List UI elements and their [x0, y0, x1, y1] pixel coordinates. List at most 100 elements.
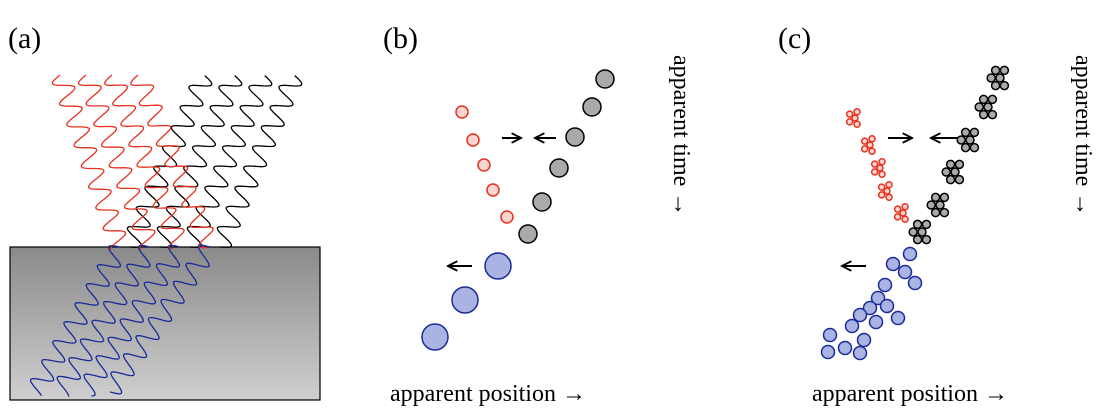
dot — [947, 160, 955, 168]
dot — [879, 184, 885, 190]
y-axis-label: apparent time → — [1070, 55, 1096, 216]
dot — [1000, 66, 1008, 74]
dot — [992, 66, 1000, 74]
dot — [955, 160, 963, 168]
dot — [869, 148, 875, 154]
dot — [854, 121, 860, 127]
dot — [596, 70, 614, 88]
dot — [879, 171, 885, 177]
dot — [879, 279, 892, 292]
dot — [886, 182, 892, 188]
dot — [847, 111, 853, 117]
y-axis-label: apparent time → — [668, 55, 694, 216]
dot — [914, 236, 922, 244]
wave — [79, 75, 155, 250]
dot — [957, 136, 965, 144]
dot — [932, 209, 940, 217]
dot — [895, 206, 901, 212]
dot — [583, 98, 601, 116]
figure: (a) (b) (c) apparent position → apparent… — [0, 0, 1096, 409]
dot — [881, 300, 894, 313]
panel-label: (b) — [383, 22, 418, 55]
dot — [902, 204, 908, 210]
dot — [942, 168, 950, 176]
dot — [988, 111, 996, 119]
dot — [988, 95, 996, 103]
dot — [904, 248, 917, 261]
wave — [157, 76, 242, 248]
dot — [485, 253, 511, 279]
dot — [902, 216, 908, 222]
dot — [846, 320, 859, 333]
dot — [922, 220, 930, 228]
dot — [970, 128, 978, 136]
wave — [187, 76, 271, 248]
dot — [452, 287, 478, 313]
dot — [1000, 82, 1008, 90]
dot — [996, 74, 1004, 82]
dot — [899, 266, 912, 279]
dot — [970, 144, 978, 152]
dot — [422, 324, 448, 350]
dot — [501, 211, 513, 223]
dot — [940, 209, 948, 217]
dot — [909, 277, 922, 290]
dot — [854, 347, 867, 360]
dot — [879, 159, 885, 165]
dot — [895, 214, 901, 220]
dot — [854, 309, 867, 322]
dot — [980, 111, 988, 119]
dot — [839, 342, 852, 355]
x-axis-label: apparent position → — [812, 381, 1008, 407]
dot — [984, 103, 992, 111]
dot — [940, 193, 948, 201]
panel-label: (a) — [8, 22, 41, 55]
wave — [105, 75, 185, 249]
dot — [847, 119, 853, 125]
dot — [456, 106, 468, 118]
dot — [566, 128, 584, 146]
dot — [862, 138, 868, 144]
dot — [550, 159, 568, 177]
slab — [10, 247, 320, 400]
dot — [909, 228, 917, 236]
dot — [962, 128, 970, 136]
dot — [519, 225, 537, 243]
dot — [932, 193, 940, 201]
dot — [947, 176, 955, 184]
dot — [975, 103, 983, 111]
dot — [870, 316, 883, 329]
dot — [487, 184, 499, 196]
dot — [824, 329, 837, 342]
dot — [980, 95, 988, 103]
dot — [822, 346, 835, 359]
dot — [858, 334, 871, 347]
dot — [467, 134, 479, 146]
dot — [922, 236, 930, 244]
dot — [966, 136, 974, 144]
dot — [951, 168, 959, 176]
dot — [987, 74, 995, 82]
dot — [914, 220, 922, 228]
dot — [887, 258, 900, 271]
dot — [886, 194, 892, 200]
dot — [872, 161, 878, 167]
dot — [892, 312, 905, 325]
dot — [962, 144, 970, 152]
dot — [862, 146, 868, 152]
dot — [879, 192, 885, 198]
markers — [422, 66, 1008, 359]
dot — [955, 176, 963, 184]
dot — [478, 159, 490, 171]
dot — [872, 169, 878, 175]
dot — [869, 136, 875, 142]
dot — [533, 193, 551, 211]
dot — [992, 82, 1000, 90]
dot — [918, 228, 926, 236]
wave — [217, 76, 301, 248]
dot — [936, 201, 944, 209]
x-axis-label: apparent position → — [390, 381, 586, 407]
dot — [854, 109, 860, 115]
dot — [927, 201, 935, 209]
panel-label: (c) — [778, 22, 811, 55]
